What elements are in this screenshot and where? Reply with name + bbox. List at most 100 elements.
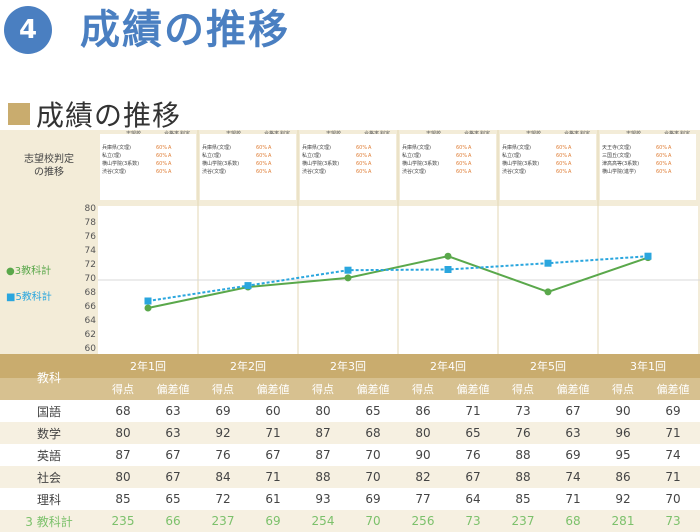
term-header: 2年4回	[430, 360, 466, 373]
judgement: A	[368, 169, 372, 175]
school-name: 横山学院(3系数)	[402, 161, 440, 167]
score-cell: 254	[311, 514, 335, 528]
judgement: A	[468, 153, 472, 159]
term-header: 2年3回	[330, 360, 366, 373]
judgement: A	[368, 161, 372, 167]
school-row: 渋谷(文理) 60% A	[402, 168, 494, 176]
judgement: A	[568, 145, 572, 151]
subject-cell: 英語	[36, 448, 61, 463]
pass-rate: 60%	[356, 161, 368, 167]
score-cell: 256	[411, 514, 435, 528]
school-name: 兵庫県(文理)	[402, 145, 431, 151]
score-cell: 69	[215, 404, 231, 418]
data-point-3subjects	[444, 252, 452, 260]
pass-rate: 60%	[456, 153, 468, 159]
subject-cell: 国語	[36, 404, 61, 419]
school-name: 渋谷(文理)	[302, 169, 326, 175]
school-name: 兵庫県(文理)	[102, 145, 131, 151]
judgement: A	[568, 169, 572, 175]
deviation-cell: 67	[465, 470, 481, 484]
page-header: 4 成績の推移	[0, 0, 700, 60]
data-point-5subjects	[444, 266, 452, 273]
deviation-cell: 63	[565, 426, 581, 440]
judgement: A	[268, 145, 272, 151]
pass-rate: 60%	[156, 169, 168, 175]
subject-cell: 数学	[36, 426, 61, 441]
school-row: 渋谷(文理) 60% A	[302, 168, 394, 176]
judgement: A	[268, 169, 272, 175]
deviation-cell: 67	[265, 448, 281, 462]
school-name: 天王寺(文理)	[602, 145, 631, 151]
pass-rate: 60%	[156, 145, 168, 151]
table-row: 社会 80 67 84 71 88 70 82 67 88 74 86 71	[0, 466, 700, 488]
judgement: A	[268, 153, 272, 159]
score-cell: 281	[611, 514, 635, 528]
deviation-header: 偏差値	[156, 383, 190, 396]
deviation-cell: 65	[465, 426, 481, 440]
pass-rate: 60%	[256, 153, 268, 159]
judgement: A	[468, 161, 472, 167]
school-name: 横山学院(3系数)	[302, 161, 340, 167]
deviation-cell: 67	[165, 448, 181, 462]
school-row: 三国丘(文理) 60% A	[602, 152, 694, 160]
school-name: 兵庫県(文理)	[302, 145, 331, 151]
chart-panel: 志望校判定 の推移 志望校合格率判定兵庫県(文理)60%A私立(理)60%A横山…	[0, 130, 700, 532]
pass-rate: 60%	[456, 161, 468, 167]
deviation-cell: 71	[265, 470, 281, 484]
school-name: 渋谷(文理)	[202, 169, 226, 175]
school-list: 兵庫県(文理) 60% A 私立(理) 60% A 横山学院(3系数) 60% A 渋谷(文理) 6…	[500, 134, 596, 200]
table-row: 英語 87 67 76 67 87 70 90 76 88 69 95 74	[0, 444, 700, 466]
school-name: 兵庫県(文理)	[502, 145, 531, 151]
school-row: 兵庫県(文理) 60% A	[502, 144, 594, 152]
school-list: 兵庫県(文理) 60% A 私立(理) 60% A 横山学院(3系数) 60% A 渋谷(文理) 6…	[300, 134, 396, 200]
section-heading: 成績の推移	[8, 96, 181, 132]
score-header: 得点	[512, 383, 534, 396]
table-subject-header: 教科	[36, 370, 61, 385]
deviation-cell: 60	[265, 404, 281, 418]
pass-rate: 60%	[556, 161, 568, 167]
school-row: 天王寺(文理) 60% A	[602, 144, 694, 152]
school-name: 横山学院(進学)	[602, 169, 636, 175]
y-tick-label: 80	[84, 204, 96, 214]
subject-cell: 理科	[36, 492, 61, 507]
series-line-3subjects	[147, 255, 649, 309]
score-cell: 237	[211, 514, 235, 528]
judgement: A	[168, 145, 172, 151]
y-tick-label: 64	[84, 316, 96, 326]
judgement: A	[568, 153, 572, 159]
deviation-cell: 63	[165, 426, 181, 440]
score-cell: 85	[515, 492, 531, 506]
school-row: 私立(理) 60% A	[202, 152, 294, 160]
deviation-header: 偏差値	[356, 383, 390, 396]
pass-rate: 60%	[456, 145, 468, 151]
deviation-cell: 70	[665, 492, 681, 506]
deviation-cell: 67	[565, 404, 581, 418]
school-list: 兵庫県(文理) 60% A 私立(理) 60% A 横山学院(3系数) 60% A 渋谷(文理) 6…	[100, 134, 196, 200]
y-tick-label: 76	[84, 232, 96, 242]
pass-rate: 60%	[256, 161, 268, 167]
deviation-header: 偏差値	[556, 383, 590, 396]
deviation-cell: 69	[365, 492, 381, 506]
subject-cell: 社会	[36, 470, 61, 485]
judgement: A	[168, 153, 172, 159]
judgement: A	[668, 161, 672, 167]
school-row: 横山学院(3系数) 60% A	[202, 160, 294, 168]
judgement: A	[168, 161, 172, 167]
data-point-5subjects	[144, 297, 152, 305]
school-name: 横山学院(3系数)	[502, 161, 540, 167]
school-name: 私立(理)	[402, 153, 421, 159]
data-point-3subjects	[544, 288, 552, 296]
deviation-cell: 68	[365, 426, 381, 440]
score-cell: 88	[315, 470, 331, 484]
term-header: 2年5回	[530, 360, 566, 373]
deviation-cell: 71	[665, 426, 681, 440]
pass-rate: 60%	[556, 145, 568, 151]
y-tick-label: 78	[84, 218, 96, 228]
deviation-cell: 70	[365, 448, 381, 462]
school-name: 横山学院(3系数)	[202, 161, 240, 167]
score-cell: 76	[515, 426, 531, 440]
table-header-sub	[0, 378, 700, 400]
score-cell: 235	[111, 514, 135, 528]
pass-rate: 60%	[256, 145, 268, 151]
section-number-badge: 4	[4, 6, 52, 54]
